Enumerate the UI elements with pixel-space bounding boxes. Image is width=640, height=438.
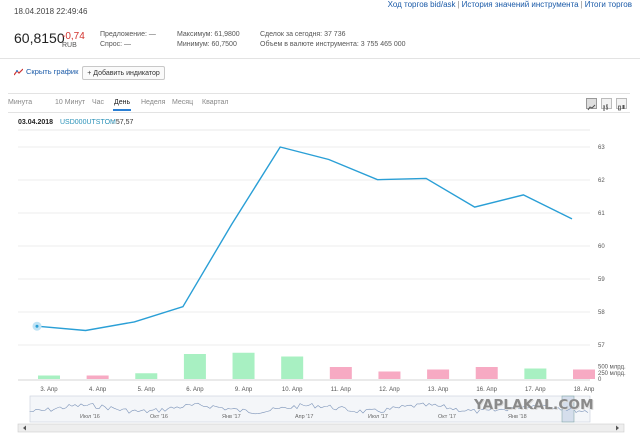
y-tick-label: 60 — [598, 244, 605, 250]
tab-10-minutes[interactable]: 10 Минут — [55, 99, 86, 106]
divider — [0, 58, 640, 59]
link-separator: | — [457, 0, 460, 9]
scrollbar[interactable] — [17, 423, 625, 433]
watermark-logo: YAPLAKAL.COM — [474, 397, 594, 413]
scroll-left-icon[interactable] — [23, 425, 26, 431]
volume-label: Объем в валюте инструмента: 3 755 465 00… — [260, 41, 406, 48]
x-tick-label: 4. Апр — [89, 387, 107, 393]
period-tabs: Минута 10 Минут Час День Неделя Месяц Кв… — [8, 93, 630, 113]
x-tick-label: 18. Апр — [574, 387, 595, 393]
volume-tick-label: 500 млрд. — [598, 365, 626, 371]
last-price: 60,8150 — [14, 30, 65, 46]
results-link[interactable]: Итоги торгов — [584, 0, 632, 9]
volume-bar — [281, 356, 304, 379]
navigator-series — [29, 402, 589, 415]
volume-tick-label: 250 млрд. — [598, 371, 626, 377]
y-tick-label: 63 — [598, 145, 605, 151]
history-link[interactable]: История значений инструмента — [461, 0, 579, 9]
tab-minute[interactable]: Минута — [8, 99, 33, 106]
volume-bar — [427, 369, 450, 379]
x-tick-label: 6. Апр — [186, 387, 204, 393]
chart-icon — [13, 68, 24, 76]
navigator-label: Апр '17 — [295, 414, 313, 420]
legend-date: 03.04.2018 — [18, 119, 54, 126]
y-tick-label: 61 — [598, 211, 605, 217]
volume-bar — [524, 368, 547, 379]
y-tick-label: 57 — [598, 343, 605, 349]
y-tick-label: 58 — [598, 310, 605, 316]
line-chart-type-icon[interactable] — [586, 98, 597, 111]
y-tick-label: 59 — [598, 277, 605, 283]
volume-bar — [38, 375, 60, 379]
top-links: Ход торгов bid/ask | История значений инст… — [388, 0, 632, 9]
tab-week[interactable]: Неделя — [141, 99, 166, 106]
bid-label: Спрос: — — [100, 41, 132, 48]
x-tick-label: 12. Апр — [379, 387, 400, 393]
currency: RUB — [62, 42, 77, 49]
navigator-label: Июл '17 — [368, 414, 388, 420]
y-tick-label: 62 — [598, 178, 605, 184]
price-point — [32, 321, 42, 331]
max-label: Максимум: 61,9800 — [177, 31, 240, 38]
navigator-handle[interactable] — [561, 395, 575, 423]
scroll-right-icon[interactable] — [616, 425, 619, 431]
price-series-line — [36, 146, 573, 332]
offer-label: Предложение: — — [100, 31, 156, 38]
bid-ask-link[interactable]: Ход торгов bid/ask — [387, 0, 456, 9]
hide-chart-link[interactable]: Скрыть график — [13, 67, 79, 76]
tab-hour[interactable]: Час — [92, 99, 105, 106]
legend-ticker: USD000UTSTOM — [60, 119, 116, 126]
bar-chart-type-icon[interactable] — [601, 98, 612, 111]
volume-bar — [232, 352, 255, 379]
timestamp: 18.04.2018 22:49:46 — [14, 7, 88, 16]
x-tick-label: 9. Апр — [235, 387, 253, 393]
x-tick-label: 16. Апр — [476, 387, 497, 393]
navigator-label: Июл '16 — [80, 414, 100, 420]
volume-bar — [86, 375, 109, 379]
tab-month[interactable]: Месяц — [172, 99, 194, 106]
price-change: -0,74 — [62, 31, 85, 42]
volume-bar — [378, 371, 401, 379]
volume-bar — [183, 354, 206, 379]
x-tick-label: 5. Апр — [138, 387, 156, 393]
x-tick-label: 13. Апр — [428, 387, 449, 393]
candle-chart-type-icon[interactable] — [616, 98, 627, 111]
navigator-label: Окт '16 — [150, 414, 168, 420]
add-indicator-button[interactable]: + Добавить индикатор — [82, 66, 165, 80]
volume-bar — [329, 367, 352, 379]
hide-chart-label: Скрыть график — [26, 67, 79, 76]
link-separator: | — [580, 0, 583, 9]
navigator-label: Янв '17 — [222, 414, 241, 420]
x-tick-label: 3. Апр — [40, 387, 58, 393]
x-tick-label: 11. Апр — [331, 387, 352, 393]
navigator-label: Окт '17 — [438, 414, 456, 420]
x-tick-label: 17. Апр — [525, 387, 546, 393]
volume-bar — [135, 373, 158, 379]
navigator-label: Янв '18 — [508, 414, 527, 420]
volume-bar — [475, 367, 498, 379]
min-label: Минимум: 60,7500 — [177, 41, 237, 48]
x-tick-label: 10. Апр — [282, 387, 303, 393]
volume-bar — [573, 369, 595, 379]
legend-value: : 57,57 — [112, 119, 134, 126]
tab-quarter[interactable]: Квартал — [202, 99, 229, 106]
tab-day[interactable]: День — [112, 99, 132, 111]
deals-label: Сделок за сегодня: 37 736 — [260, 31, 346, 38]
volume-tick-label: 0 — [598, 377, 602, 383]
